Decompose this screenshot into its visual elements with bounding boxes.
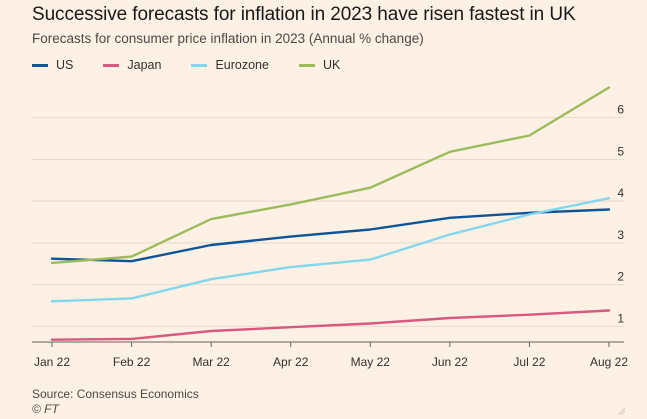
series-line-uk bbox=[50, 86, 611, 265]
legend-swatch bbox=[191, 63, 208, 67]
legend-label: Eurozone bbox=[215, 58, 269, 72]
legend-label: Japan bbox=[127, 58, 162, 72]
y-tick-label: 6 bbox=[617, 103, 624, 117]
resize-grip-icon[interactable] bbox=[615, 405, 625, 415]
chart-legend: US Japan Eurozone UK bbox=[32, 58, 370, 72]
y-tick-label: 4 bbox=[617, 186, 624, 200]
x-tick-label: Apr 22 bbox=[273, 355, 309, 369]
x-tick-label: Jul 22 bbox=[513, 355, 545, 369]
x-tick-label: Aug 22 bbox=[590, 355, 628, 369]
x-tick-label: May 22 bbox=[351, 355, 391, 369]
source-note: Source: Consensus Economics bbox=[32, 387, 199, 401]
x-tick-label: Mar 22 bbox=[192, 355, 230, 369]
y-tick-label: 3 bbox=[617, 228, 624, 242]
y-tick-label: 1 bbox=[617, 311, 624, 325]
y-tick-label: 2 bbox=[617, 270, 624, 284]
series-line-us bbox=[50, 208, 611, 263]
x-tick-label: Jan 22 bbox=[34, 355, 70, 369]
chart-subtitle: Forecasts for consumer price inflation i… bbox=[32, 31, 424, 46]
series-line-eurozone bbox=[50, 197, 611, 303]
legend-swatch bbox=[32, 63, 48, 67]
legend-item-eurozone: Eurozone bbox=[191, 58, 269, 72]
x-tick-label: Feb 22 bbox=[113, 355, 151, 369]
legend-item-japan: Japan bbox=[103, 58, 161, 72]
copyright-note: © FT bbox=[32, 402, 59, 416]
legend-label: US bbox=[56, 58, 74, 72]
legend-swatch bbox=[298, 63, 315, 67]
legend-swatch bbox=[103, 63, 120, 67]
legend-label: UK bbox=[322, 58, 341, 72]
y-tick-label: 5 bbox=[617, 144, 624, 158]
chart-title: Successive forecasts for inflation in 20… bbox=[32, 4, 576, 25]
legend-item-us: US bbox=[32, 58, 73, 72]
series-line-japan bbox=[50, 309, 611, 341]
x-tick-label: Jun 22 bbox=[432, 355, 468, 369]
legend-item-uk: UK bbox=[298, 58, 341, 72]
